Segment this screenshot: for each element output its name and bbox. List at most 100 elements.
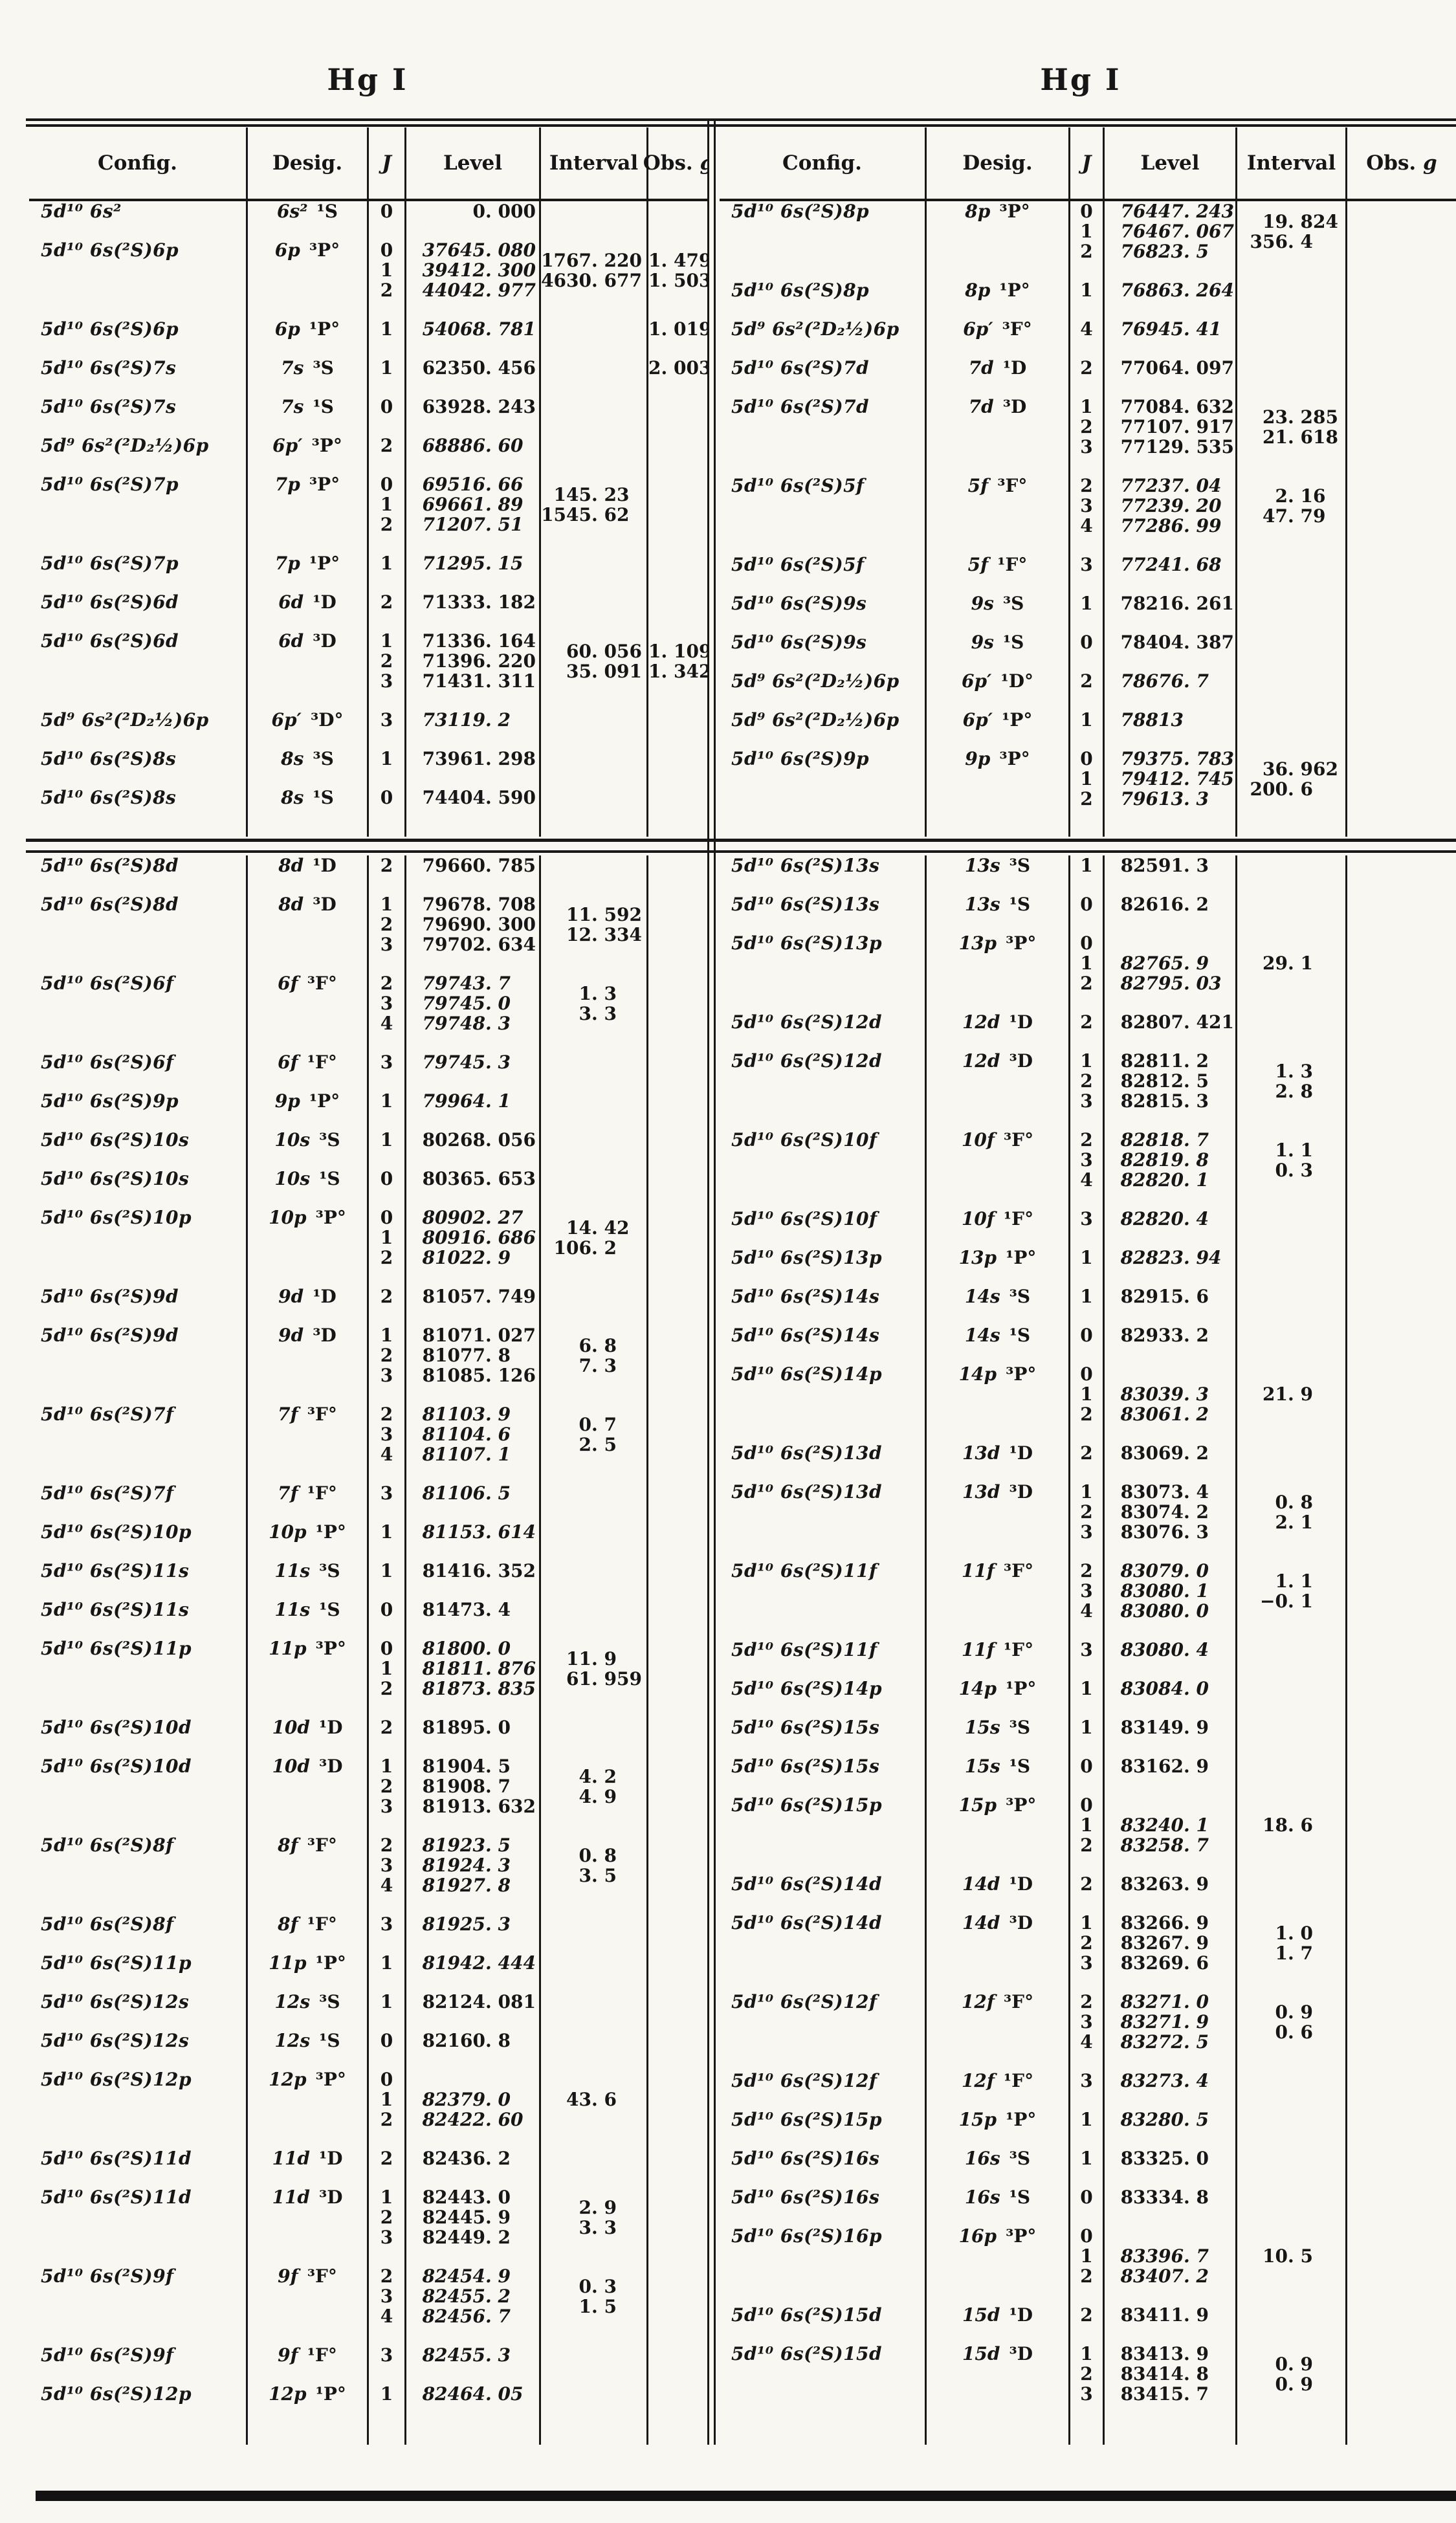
level-cell: 81473. 4 [406, 1600, 541, 1638]
level-value: 81924. 3 [406, 1855, 539, 1875]
level-cell: 79743. 7 79745. 0 79748. 3 [406, 973, 541, 1052]
desig-value: 7d ¹D [927, 358, 1068, 378]
filler-cell [248, 826, 369, 837]
level-value: 81473. 4 [406, 1600, 539, 1620]
j-value: 2 [380, 914, 393, 935]
integer-part: 79690 [422, 914, 485, 935]
j-value: 1 [380, 748, 393, 769]
config-cell: 5d¹⁰ 6s(²S)14d [720, 1874, 927, 1913]
interval-value: 0. 8 [1237, 1492, 1345, 1512]
level-cell: 83396. 7 83407. 2 [1105, 2226, 1237, 2305]
fraction-part: . 16 [1288, 485, 1326, 507]
j-value: 4 [380, 1444, 393, 1465]
j-value: 1 [1080, 221, 1093, 242]
j-value: 0 [1080, 2225, 1093, 2247]
desig-letter: 15s [964, 1717, 1000, 1738]
config-value: 5d¹⁰ 6s(²S)8s [41, 787, 177, 808]
desig-value: 14d ³D [927, 1913, 1068, 1933]
fraction-part: . 6 [1184, 1286, 1209, 1307]
obs-g-header: Obs. g [643, 151, 709, 175]
table-bottom-left: 5d¹⁰ 6s(²S)8d 8d ¹D 2 79660. 785 5d¹⁰ 6s(²S)8… [29, 855, 709, 2445]
table-row: 5d¹⁰ 6s(²S)7f 7f ³F° 2 3 4 81103. 9 81104. 6 811… [29, 1404, 709, 1483]
desig-term: ³P° [1006, 2225, 1037, 2247]
desig-term: ³S [1009, 855, 1031, 876]
desig-cell: 11s ³S [248, 1561, 369, 1600]
desig-cell: 5f ¹F° [927, 555, 1070, 593]
desig-term: ¹P° [315, 2383, 346, 2405]
config-value: 5d¹⁰ 6s(²S)12d [731, 1011, 883, 1033]
interval-cell: 2. 16 47. 79 [1237, 476, 1347, 555]
level-value: 82915. 6 [1105, 1286, 1235, 1306]
level-cell: 83413. 9 83414. 8 83415. 7 [1105, 2344, 1237, 2423]
fraction-part: . 003 [661, 357, 709, 379]
desig-letter: 13s [964, 894, 1000, 915]
fraction-part: . 2 [1184, 1050, 1209, 1072]
desig-letter: 14d [962, 1912, 1000, 1934]
j-cell: 3 [1070, 1209, 1105, 1248]
level-value: 83074. 2 [1105, 1502, 1235, 1522]
j-cell: 2 [1070, 1012, 1105, 1051]
filler-cell [720, 2423, 927, 2445]
j-value: 3 [1080, 1580, 1093, 1602]
integer-part: 82823 [1120, 1247, 1184, 1268]
desig-value: 10d ³D [248, 1756, 367, 1776]
config-value: 5d¹⁰ 6s(²S)12p [41, 2069, 192, 2090]
level-value [406, 2069, 539, 2089]
config-value: 5d¹⁰ 6s(²S)7p [41, 474, 179, 495]
j-value: 1 [380, 2187, 393, 2208]
level-value: 81153. 614 [406, 1522, 539, 1542]
j-value: 1 [380, 1325, 393, 1346]
level-cell: 83069. 2 [1105, 1443, 1237, 1482]
integer-part: 83149 [1120, 1717, 1184, 1738]
desig-value: 10p ³P° [248, 1207, 367, 1228]
desig-cell: 12d ¹D [927, 1012, 1070, 1051]
config-value: 5d¹⁰ 6s(²S)14p [731, 1363, 883, 1385]
interval-cell [1237, 1717, 1347, 1756]
desig-term: ¹S [1009, 894, 1031, 915]
fraction-part: . 9 [591, 2196, 617, 2218]
level-value: 81811. 876 [406, 1658, 539, 1679]
level-value: 77239. 20 [1105, 496, 1235, 516]
level-value: 79745. 3 [406, 1052, 539, 1072]
table-top-left: Config. Desig. J Level Interval Obs. g 5… [29, 127, 709, 839]
table-row: 5d¹⁰ 6s(²S)9s 9s ¹S 0 78404. 387 [720, 632, 1456, 671]
integer-part: 82464 [422, 2383, 485, 2405]
desig-cell: 10f ¹F° [927, 1209, 1070, 1248]
desig-letter: 6p′ [271, 709, 302, 731]
midpage-rule-1 [26, 839, 1456, 842]
integer-part: 83069 [1120, 1442, 1184, 1464]
config-cell: 5d¹⁰ 6s(²S)9d [29, 1286, 248, 1325]
j-cell: 1 [369, 1130, 406, 1169]
config-cell: 5d¹⁰ 6s(²S)10p [29, 1522, 248, 1561]
desig-letter: 10f [961, 1129, 995, 1151]
integer-part: 83266 [1120, 1912, 1184, 1934]
obs-g-cell [1347, 1209, 1456, 1248]
desig-value: 9d ³D [248, 1325, 367, 1345]
j-cell: 3 [369, 1914, 406, 1953]
fraction-part: . 311 [485, 670, 536, 692]
j-value: 1 [380, 1129, 393, 1151]
desig-term: ³S [319, 1991, 340, 2012]
desig-value: 12f ¹F° [927, 2071, 1068, 2091]
level-value: 82795. 03 [1105, 973, 1235, 993]
table-body-bottom-left: 5d¹⁰ 6s(²S)8d 8d ¹D 2 79660. 785 5d¹⁰ 6s(²S)8… [29, 855, 709, 2445]
j-cell: 0 [1070, 894, 1105, 933]
level-cell: 83084. 0 [1105, 1679, 1237, 1717]
interval-value: 1. 0 [1237, 1923, 1345, 1943]
integer-part: 81022 [422, 1247, 485, 1268]
j-value: 2 [380, 1834, 393, 1856]
desig-cell: 16s ³S [927, 2148, 1070, 2187]
config-value: 5d¹⁰ 6s(²S)15s [731, 1717, 880, 1738]
fraction-part: . 503 [661, 269, 709, 291]
desig-letter: 12d [962, 1011, 1000, 1033]
config-value: 5d¹⁰ 6s(²S)8p [731, 280, 870, 301]
interval-cell [541, 1600, 648, 1638]
filler-cell [29, 826, 248, 837]
fraction-part: . 5 [1184, 2031, 1209, 2053]
integer-part: 77129 [1120, 436, 1184, 457]
